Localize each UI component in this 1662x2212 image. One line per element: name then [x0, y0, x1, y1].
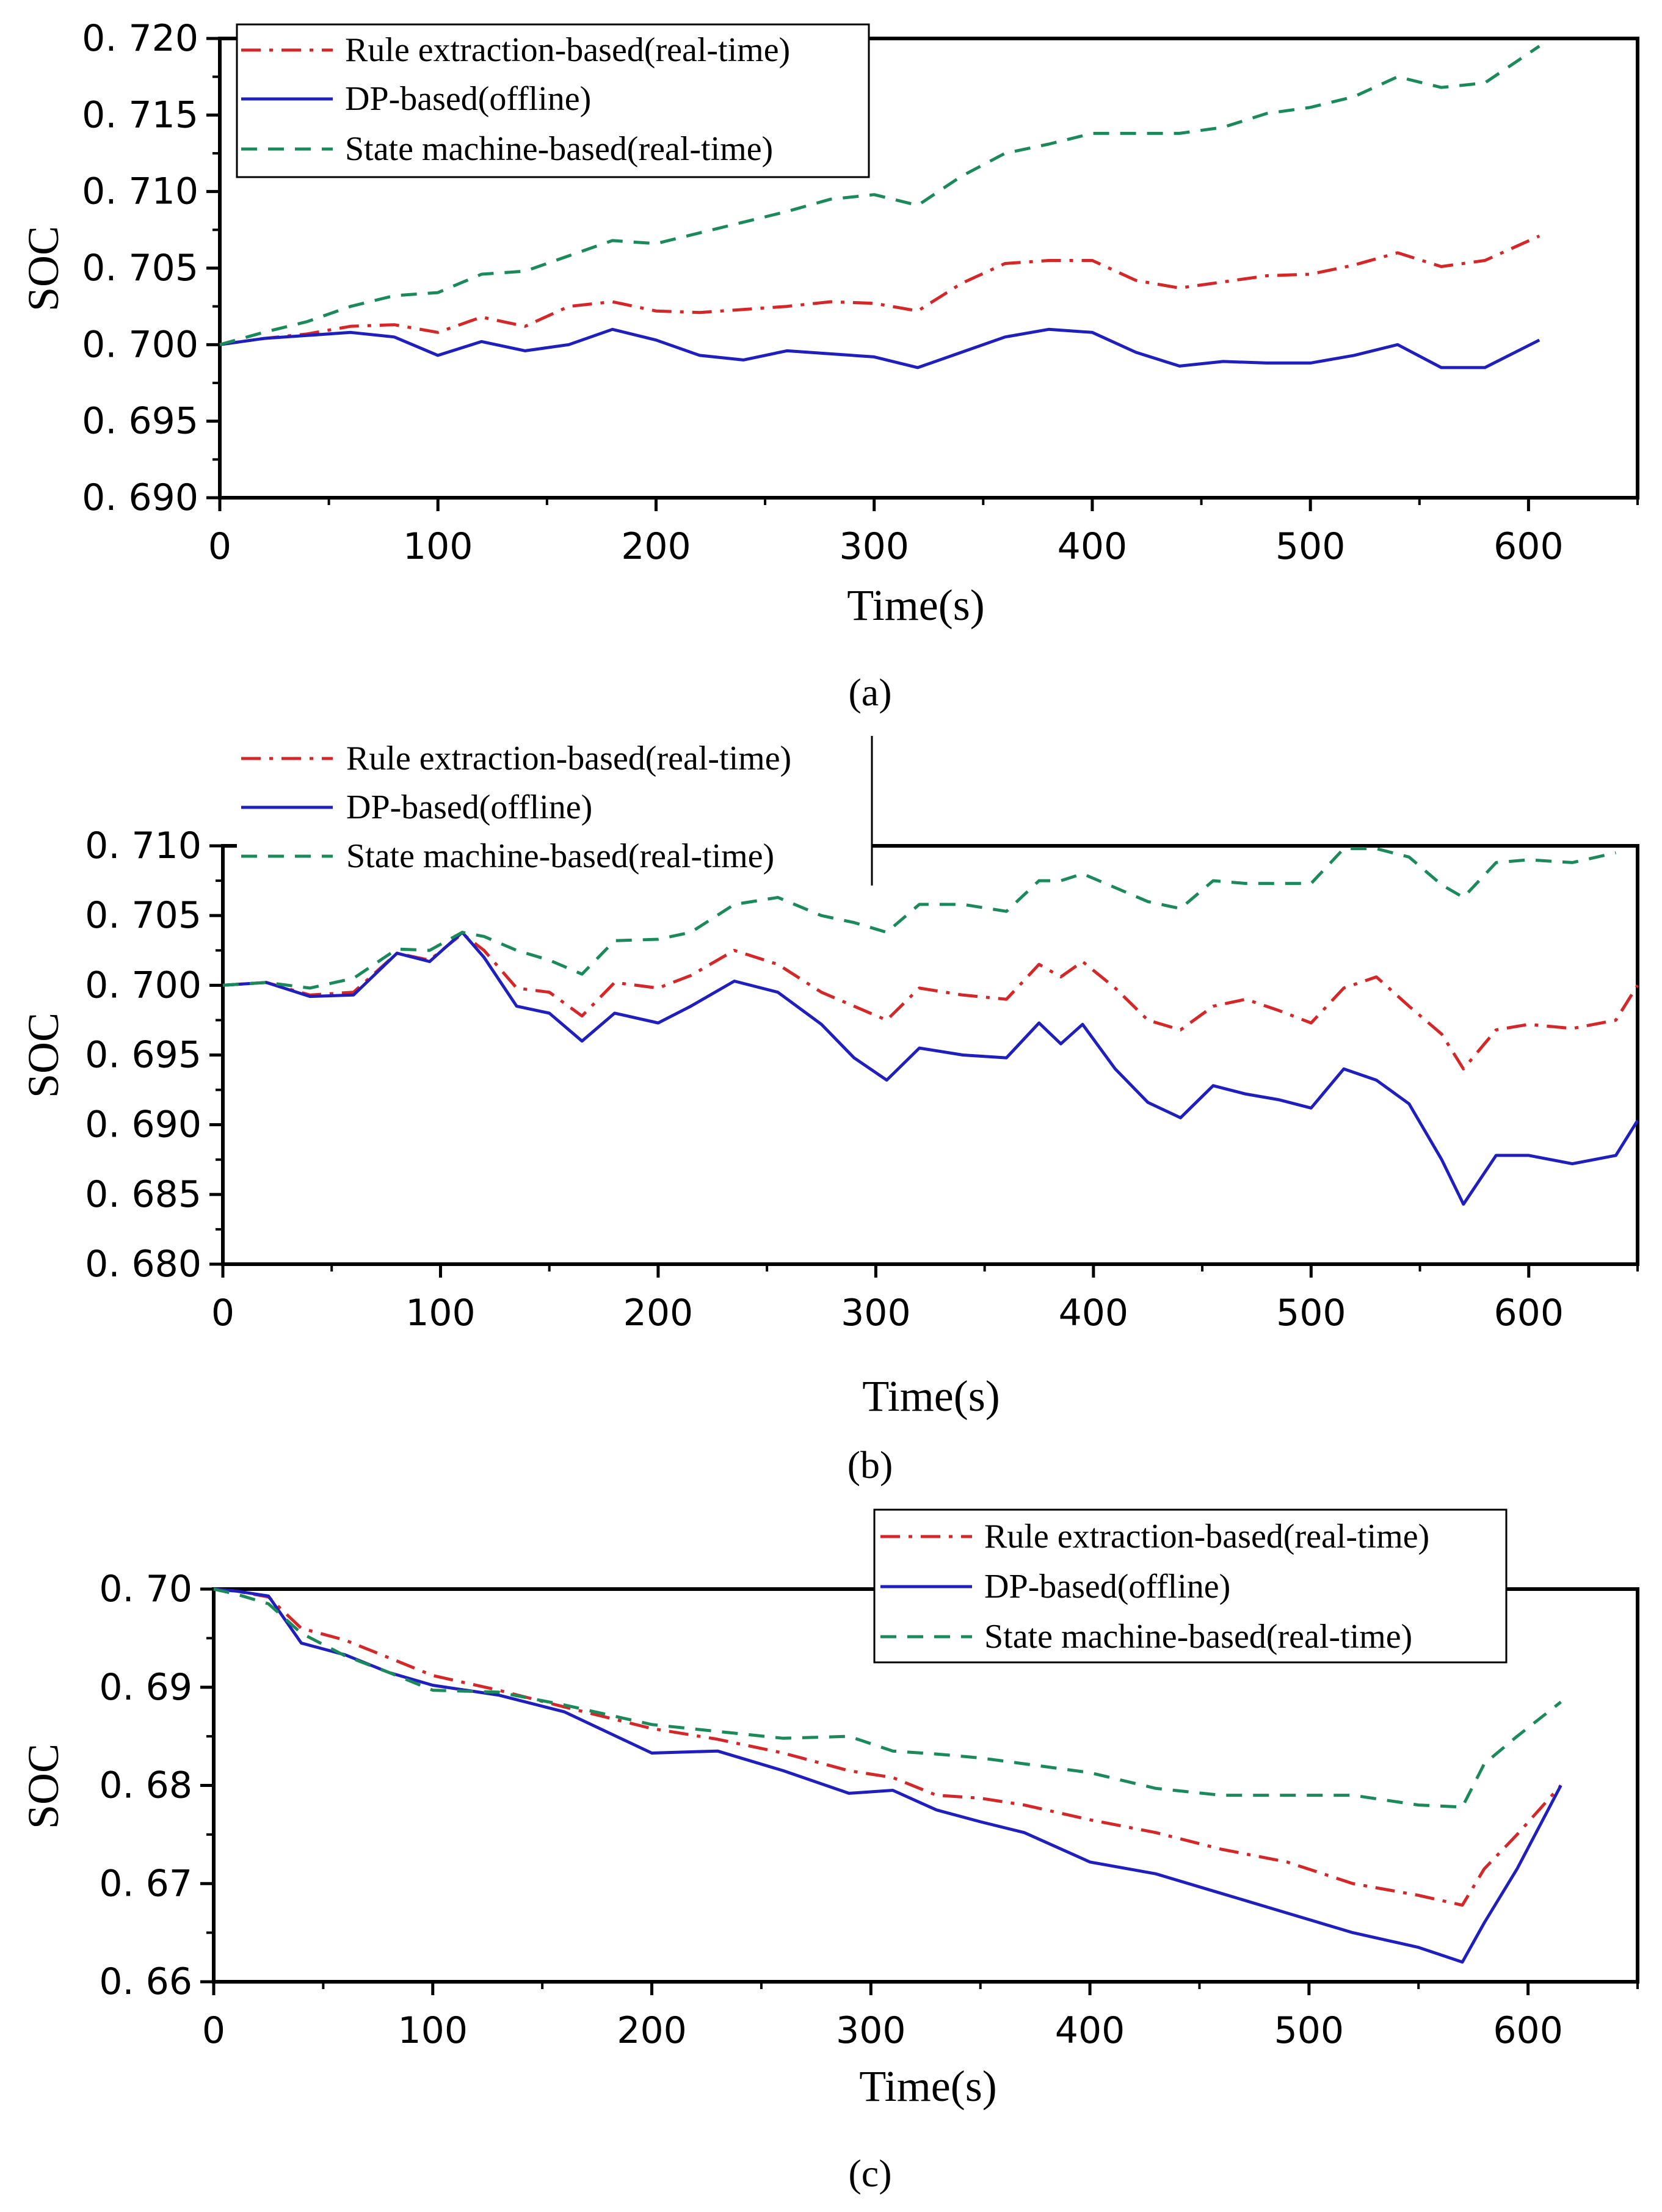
- y-tick-label: 0. 720: [82, 17, 198, 60]
- series-lines: [222, 847, 1639, 1206]
- y-axis-title: SOC: [19, 1013, 68, 1098]
- x-tick-label: 600: [1493, 2009, 1563, 2052]
- y-tick-label: 0. 685: [85, 1173, 201, 1216]
- y-tick-label: 0. 690: [82, 476, 198, 519]
- x-tick-label: 500: [1276, 1292, 1346, 1334]
- x-tick-label: 500: [1274, 2009, 1344, 2052]
- chart-panel-c: 0 100 200 300 400 500 600 0. 66 0. 67 0. 68 0. 69 0…: [19, 1508, 1639, 2195]
- y-tick-label: 0. 690: [85, 1104, 201, 1146]
- panel-label-c: (c): [848, 2152, 891, 2195]
- x-tick-label: 400: [1055, 2009, 1125, 2052]
- x-axis-title: Time(s): [862, 1372, 1000, 1421]
- x-tick-label: 100: [405, 1292, 476, 1334]
- legend: Rule extraction-based(real-time) DP-base…: [236, 23, 870, 178]
- x-tick-label: 400: [1059, 1292, 1129, 1334]
- x-tick-label: 400: [1058, 525, 1128, 568]
- y-tick-label: 0. 700: [82, 323, 198, 366]
- x-tick-label: 300: [841, 1292, 911, 1334]
- series-line-rule-extraction-based-real-time: [219, 235, 1540, 346]
- legend: Rule extraction-based(real-time) DP-base…: [873, 1508, 1508, 1664]
- y-tick-label: 0. 695: [82, 400, 198, 443]
- series-line-dp-based-offline: [219, 327, 1540, 369]
- x-tick-label: 300: [839, 525, 909, 568]
- legend-label-state: State machine-based(real-time): [346, 837, 774, 875]
- x-tick-label: 0: [211, 1292, 234, 1334]
- legend-label-dp: DP-based(offline): [346, 788, 592, 826]
- x-tick-label: 600: [1494, 1292, 1564, 1334]
- legend-label-state: State machine-based(real-time): [984, 1618, 1412, 1656]
- x-tick-label: 600: [1493, 525, 1564, 568]
- chart-panel-a: 0 100 200 300 400 500 600 0. 690 0. 695 0. 700 0. …: [19, 17, 1639, 714]
- y-tick-label: 0. 69: [99, 1666, 192, 1709]
- x-tick-label: 200: [623, 1292, 694, 1334]
- plot-frame: [221, 844, 1639, 1266]
- y-tick-label: 0. 66: [99, 1960, 192, 2003]
- x-axis-title: Time(s): [847, 581, 984, 630]
- y-tick-label: 0. 715: [82, 93, 198, 136]
- x-tick-label: 300: [836, 2009, 906, 2052]
- y-tick-label: 0. 710: [82, 170, 198, 213]
- y-axis-title: SOC: [19, 226, 68, 311]
- axis-ticks: 0 100 200 300 400 500 600 0. 690 0. 695 0. 700 0. …: [82, 17, 1639, 568]
- x-tick-label: 200: [621, 525, 691, 568]
- y-tick-label: 0. 700: [85, 964, 201, 1006]
- series-lines: [213, 1587, 1562, 1964]
- legend-box: [873, 1508, 1508, 1664]
- legend-label-rule: Rule extraction-based(real-time): [984, 1518, 1429, 1555]
- legend-label-dp: DP-based(offline): [984, 1568, 1230, 1606]
- legend-label-rule: Rule extraction-based(real-time): [346, 740, 791, 777]
- legend: Rule extraction-based(real-time) DP-base…: [237, 736, 873, 886]
- y-axis-title: SOC: [19, 1744, 68, 1829]
- x-tick-label: 0: [208, 525, 231, 568]
- series-line-rule-extraction-based-real-time: [222, 932, 1639, 1071]
- y-tick-label: 0. 68: [99, 1764, 192, 1807]
- chart-panel-b: 0 100 200 300 400 500 600 0. 680 0. 685 0. 690 0. …: [19, 736, 1639, 1486]
- legend-label-dp: DP-based(offline): [345, 80, 591, 118]
- y-tick-label: 0. 70: [99, 1568, 192, 1610]
- series-line-state-machine-based-real-time: [222, 847, 1616, 990]
- x-axis-title: Time(s): [859, 2062, 996, 2111]
- series-line-dp-based-offline: [222, 931, 1639, 1206]
- y-tick-label: 0. 705: [82, 247, 198, 289]
- x-tick-label: 100: [403, 525, 473, 568]
- series-line-state-machine-based-real-time: [213, 1587, 1562, 1809]
- x-tick-label: 0: [202, 2009, 225, 2052]
- legend-box: [236, 23, 870, 178]
- x-tick-label: 500: [1276, 525, 1346, 568]
- series-line-state-machine-based-real-time: [219, 45, 1540, 346]
- y-tick-label: 0. 705: [85, 894, 201, 937]
- axis-ticks: 0 100 200 300 400 500 600 0. 66 0. 67 0. 68 0. 69 0…: [99, 1568, 1639, 2052]
- legend-label-state: State machine-based(real-time): [345, 130, 773, 168]
- y-tick-label: 0. 710: [85, 824, 201, 867]
- y-tick-label: 0. 67: [99, 1862, 192, 1905]
- panel-label-b: (b): [847, 1443, 893, 1486]
- series-lines: [219, 45, 1540, 369]
- legend-label-rule: Rule extraction-based(real-time): [345, 31, 790, 69]
- x-tick-label: 100: [398, 2009, 468, 2052]
- legend-box: [237, 736, 872, 886]
- series-line-rule-extraction-based-real-time: [213, 1587, 1562, 1907]
- axis-ticks: 0 100 200 300 400 500 600 0. 680 0. 685 0. 690 0. …: [85, 824, 1639, 1334]
- panel-label-a: (a): [848, 671, 891, 714]
- y-tick-label: 0. 695: [85, 1034, 201, 1077]
- x-tick-label: 200: [617, 2009, 687, 2052]
- y-tick-label: 0. 680: [85, 1243, 201, 1286]
